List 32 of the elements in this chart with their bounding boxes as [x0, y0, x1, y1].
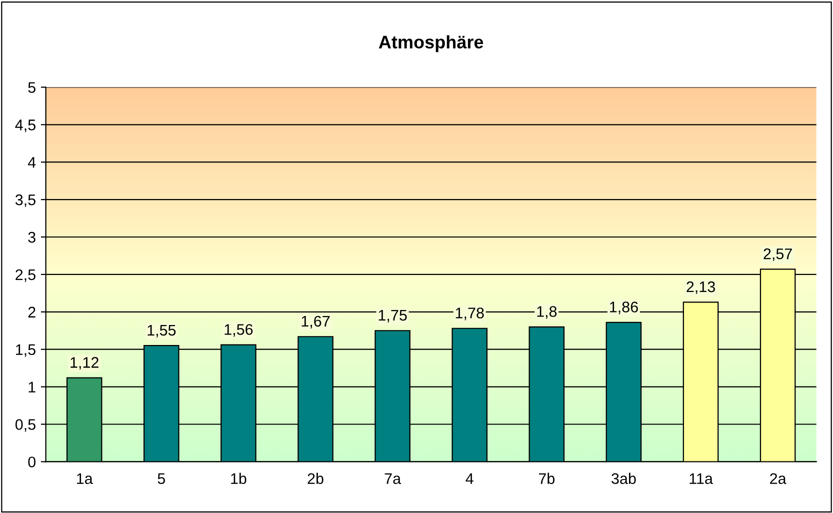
x-tick-label: 4: [466, 473, 474, 484]
data-label: 1,86: [610, 302, 638, 314]
x-tick-label: 5: [158, 473, 165, 484]
x-tick-label: 3ab: [612, 472, 636, 484]
x-tick-label: 1b: [231, 472, 246, 484]
x-tick-label: 7a: [384, 473, 402, 484]
data-label: 1,12: [70, 357, 98, 370]
y-tick-label: 3: [28, 232, 36, 243]
x-tick-label: 2b: [308, 472, 324, 484]
y-tick-label: 5: [28, 82, 36, 93]
data-label: 2,13: [686, 281, 715, 294]
data-label: 1,75: [378, 310, 407, 322]
y-tick-label: 4: [28, 157, 36, 168]
x-tick-label: 7b: [538, 472, 555, 484]
data-label: 1,8: [537, 306, 557, 319]
y-tick-label: 1,5: [16, 344, 36, 357]
data-label: 1,56: [224, 324, 253, 337]
y-tick-label: 0,5: [15, 419, 36, 432]
y-tick-label: 2: [28, 306, 36, 318]
data-label: 1,78: [456, 308, 484, 320]
x-tick-label: 1a: [77, 473, 93, 484]
data-label: 1,67: [302, 316, 330, 328]
x-tick-label: 2a: [770, 473, 786, 484]
y-tick-label: 3,5: [15, 194, 36, 208]
y-tick-label: 0: [28, 456, 36, 468]
y-tick-label: 1: [28, 382, 36, 392]
data-label: 2,57: [764, 248, 792, 262]
chart-title: Atmosphäre: [378, 35, 484, 52]
y-tick-label: 4,5: [15, 120, 36, 132]
data-label: 1,55: [148, 324, 176, 338]
y-tick-label: 2,5: [16, 269, 36, 282]
x-tick-label: 11a: [690, 473, 713, 484]
